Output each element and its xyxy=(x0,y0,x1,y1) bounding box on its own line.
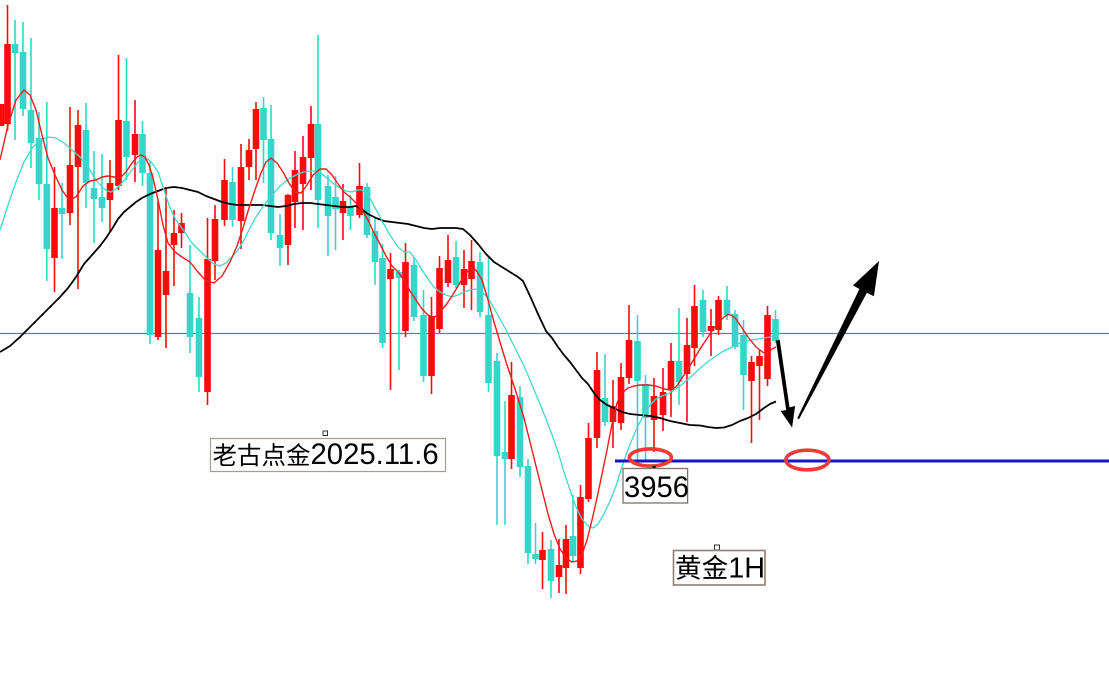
svg-text:黄金1H: 黄金1H xyxy=(675,553,765,585)
svg-text:3956: 3956 xyxy=(624,472,689,504)
svg-text:老古点金2025.11.6: 老古点金2025.11.6 xyxy=(213,438,439,471)
